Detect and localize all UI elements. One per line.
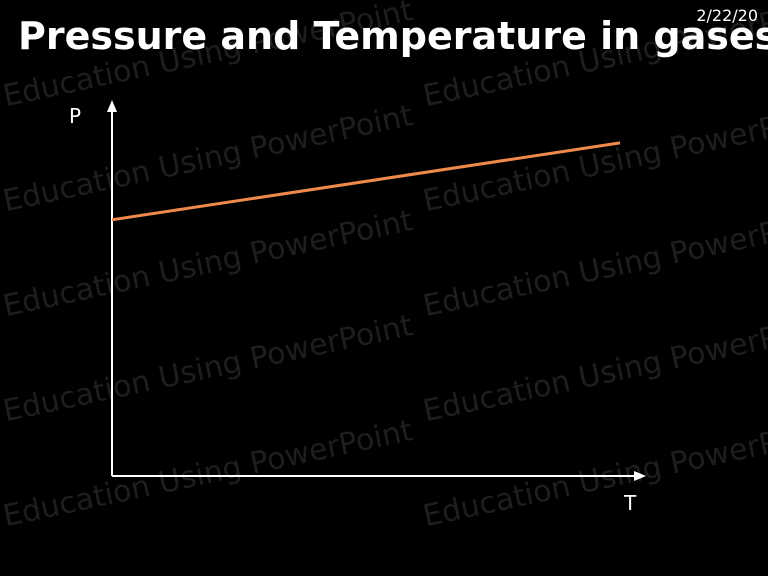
x-axis-label: T	[623, 491, 637, 515]
slide-title: Pressure and Temperature in gases	[18, 14, 768, 58]
pressure-temperature-line	[111, 141, 621, 222]
x-axis-arrowhead	[634, 471, 646, 481]
y-axis-label: P	[69, 104, 81, 128]
series-layer	[111, 141, 621, 222]
y-axis-arrowhead	[107, 100, 117, 112]
slide-date: 2/22/20	[696, 6, 758, 25]
